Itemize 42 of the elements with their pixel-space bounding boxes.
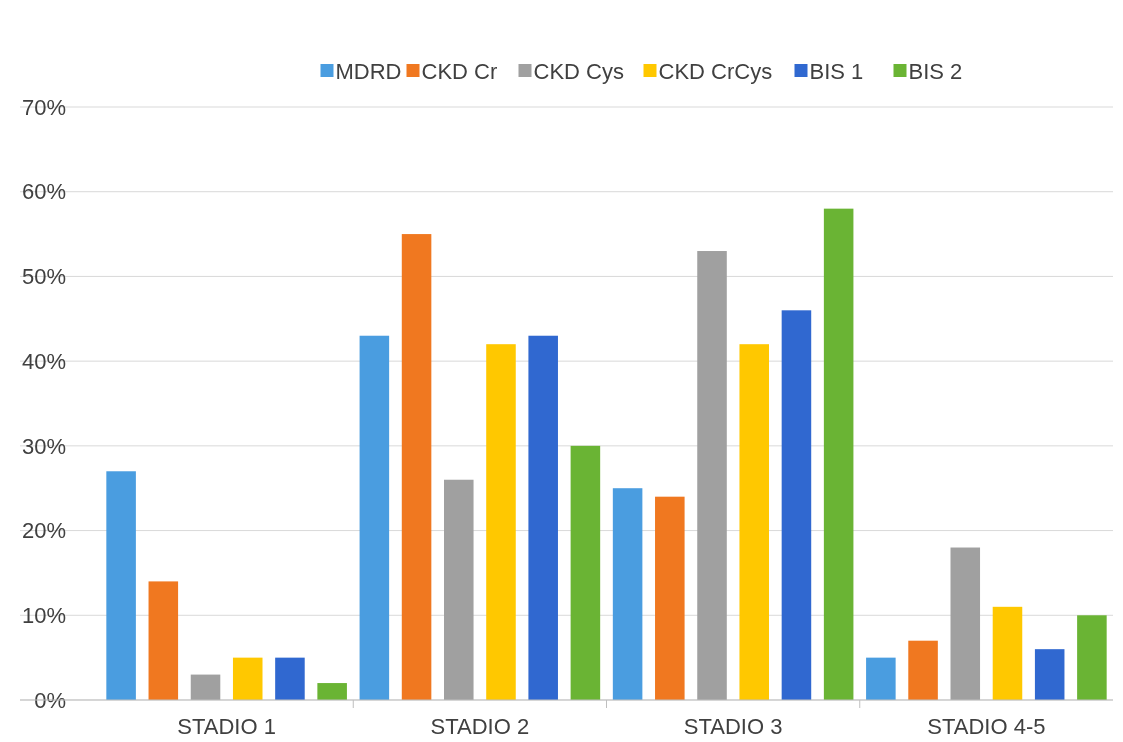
y-tick-label: 20% — [21, 518, 66, 544]
bar — [866, 657, 896, 700]
legend-label: CKD Cys — [533, 58, 624, 84]
y-tick-label: 10% — [21, 602, 66, 628]
bar — [992, 606, 1023, 700]
bar — [359, 335, 390, 700]
bar — [190, 674, 221, 700]
bar — [781, 310, 812, 700]
bar — [739, 344, 769, 700]
legend-label: BIS 1 — [809, 58, 864, 84]
bar — [697, 251, 727, 700]
bar — [950, 547, 981, 700]
legend-label: BIS 2 — [908, 58, 963, 84]
y-tick-label: 0% — [34, 687, 66, 713]
bar — [1034, 649, 1065, 700]
bar — [317, 683, 347, 700]
y-tick-label: 40% — [21, 348, 66, 374]
bar — [401, 234, 432, 700]
x-tick-label: STADIO 1 — [177, 714, 276, 739]
bar — [908, 640, 938, 700]
x-tick-label: STADIO 3 — [683, 714, 783, 739]
bar — [612, 488, 643, 700]
x-tick-label: STADIO 2 — [430, 714, 530, 739]
bar — [528, 335, 558, 700]
bar — [655, 496, 685, 700]
bar — [275, 657, 305, 700]
y-tick-label: 30% — [21, 433, 66, 459]
bar — [1077, 615, 1107, 700]
bar — [823, 208, 854, 700]
y-tick-label: 50% — [21, 264, 66, 290]
legend-label: CKD CrCys — [658, 58, 773, 84]
y-tick-label: 60% — [21, 179, 66, 205]
bar — [444, 479, 474, 700]
x-tick-label: STADIO 4-5 — [927, 714, 1046, 739]
bar — [486, 344, 516, 700]
bar — [232, 657, 263, 700]
bar — [570, 445, 601, 700]
y-tick-label: 70% — [21, 94, 66, 120]
legend-label: MDRD — [335, 58, 402, 84]
legend-label: CKD Cr — [421, 58, 498, 84]
bar — [148, 581, 179, 700]
bar — [106, 471, 136, 700]
